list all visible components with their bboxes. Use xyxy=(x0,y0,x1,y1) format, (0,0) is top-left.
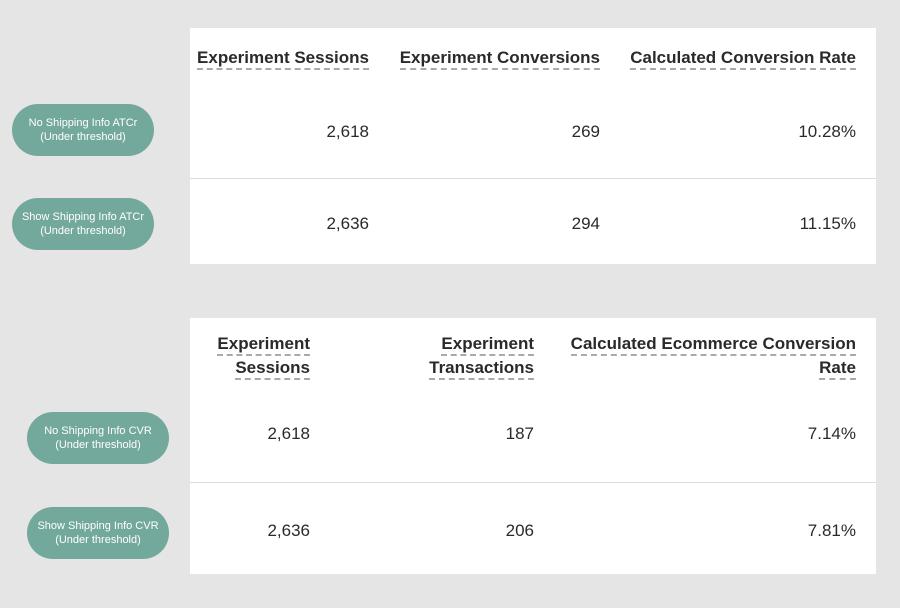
row-label-no-shipping-atcr: No Shipping Info ATCr (Under threshold) xyxy=(12,104,154,156)
row2-sessions: 2,636 xyxy=(267,521,310,540)
ecommerce-conversion-table: Experiment Sessions Experiment Transacti… xyxy=(190,318,876,574)
row-divider xyxy=(190,482,876,483)
column-header-ecommerce-conversion-rate: Calculated Ecommerce Conversion Rate xyxy=(570,332,856,380)
row-label-no-shipping-cvr: No Shipping Info CVR (Under threshold) xyxy=(27,412,169,464)
row1-sessions: 2,618 xyxy=(267,424,310,443)
row2-transactions: 206 xyxy=(505,521,534,540)
row1-ecommerce-conversion-rate: 7.14% xyxy=(807,424,856,443)
row1-sessions: 2,618 xyxy=(326,122,369,141)
row1-conversions: 269 xyxy=(571,122,600,141)
row-divider xyxy=(190,178,876,179)
row-label-show-shipping-atcr: Show Shipping Info ATCr (Under threshold… xyxy=(12,198,154,250)
row-label-show-shipping-cvr: Show Shipping Info CVR (Under threshold) xyxy=(27,507,169,559)
column-header-conversion-rate: Calculated Conversion Rate xyxy=(630,46,856,70)
row2-ecommerce-conversion-rate: 7.81% xyxy=(807,521,856,540)
row1-conversion-rate: 10.28% xyxy=(798,122,856,141)
column-header-transactions: Experiment Transactions xyxy=(429,332,534,380)
conversion-rate-table: Experiment Sessions Experiment Conversio… xyxy=(190,28,876,264)
column-header-sessions: Experiment Sessions xyxy=(217,332,310,380)
row1-transactions: 187 xyxy=(505,424,534,443)
row2-sessions: 2,636 xyxy=(326,214,369,233)
column-header-sessions: Experiment Sessions xyxy=(197,46,369,70)
row2-conversion-rate: 11.15% xyxy=(799,214,856,233)
column-header-conversions: Experiment Conversions xyxy=(399,46,600,70)
row2-conversions: 294 xyxy=(571,214,600,233)
